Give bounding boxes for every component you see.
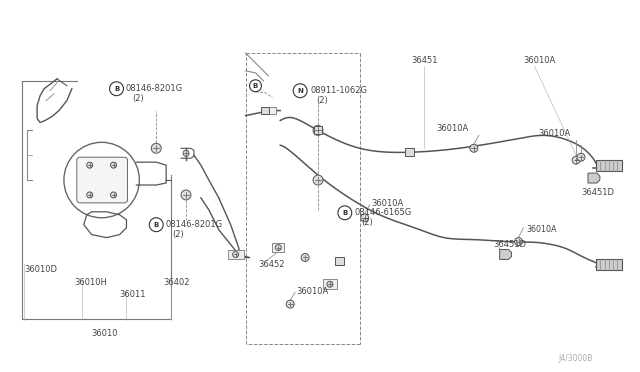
Text: 36451: 36451	[412, 57, 438, 65]
Circle shape	[87, 192, 93, 198]
Circle shape	[572, 156, 580, 164]
Circle shape	[515, 238, 522, 246]
Bar	[228, 250, 244, 259]
Text: (2): (2)	[132, 94, 144, 103]
Circle shape	[577, 153, 585, 161]
Text: 36010: 36010	[92, 329, 118, 339]
Text: 36010A: 36010A	[524, 57, 556, 65]
Text: (2): (2)	[316, 96, 328, 105]
Text: 08146-8201G: 08146-8201G	[125, 84, 182, 93]
Bar	[323, 279, 337, 289]
Bar	[335, 257, 344, 265]
Text: 36451D: 36451D	[581, 189, 614, 198]
Bar	[268, 107, 276, 114]
Text: (2): (2)	[172, 230, 184, 239]
Circle shape	[361, 214, 369, 222]
Circle shape	[286, 300, 294, 308]
Circle shape	[111, 162, 116, 168]
Bar	[314, 126, 323, 134]
Text: B: B	[342, 210, 348, 216]
Text: 36010A: 36010A	[436, 124, 468, 133]
Text: 36451D: 36451D	[493, 240, 527, 249]
Circle shape	[151, 143, 161, 153]
Bar	[405, 148, 414, 156]
Text: 36402: 36402	[163, 278, 189, 287]
Circle shape	[470, 144, 478, 152]
Circle shape	[111, 192, 116, 198]
Text: B: B	[253, 83, 258, 89]
Text: J4/3000B: J4/3000B	[558, 354, 593, 363]
Bar	[596, 160, 621, 171]
Polygon shape	[500, 250, 511, 259]
Circle shape	[87, 162, 93, 168]
Circle shape	[275, 244, 282, 250]
Circle shape	[313, 175, 323, 185]
Text: 36452: 36452	[259, 260, 285, 269]
Circle shape	[183, 150, 189, 156]
Text: (2): (2)	[362, 218, 373, 227]
Circle shape	[233, 251, 239, 257]
Circle shape	[301, 253, 309, 262]
Bar	[596, 259, 621, 270]
Text: 36011: 36011	[120, 290, 146, 299]
Text: 36010D: 36010D	[24, 265, 57, 274]
Text: 36010A: 36010A	[372, 199, 404, 208]
Circle shape	[327, 281, 333, 287]
Text: 36010A: 36010A	[527, 225, 557, 234]
Bar	[273, 243, 284, 253]
Text: 08146-8201G: 08146-8201G	[165, 220, 222, 229]
Text: 36010A: 36010A	[296, 287, 328, 296]
Circle shape	[181, 190, 191, 200]
Text: 36010A: 36010A	[538, 129, 571, 138]
Text: 08146-6165G: 08146-6165G	[355, 208, 412, 217]
Text: N: N	[297, 88, 303, 94]
FancyBboxPatch shape	[77, 157, 127, 203]
Bar	[262, 107, 269, 114]
Polygon shape	[588, 173, 600, 183]
Text: 36010H: 36010H	[74, 278, 107, 287]
Text: B: B	[114, 86, 119, 92]
Circle shape	[313, 125, 323, 135]
Text: B: B	[154, 222, 159, 228]
Text: 08911-1062G: 08911-1062G	[310, 86, 367, 95]
